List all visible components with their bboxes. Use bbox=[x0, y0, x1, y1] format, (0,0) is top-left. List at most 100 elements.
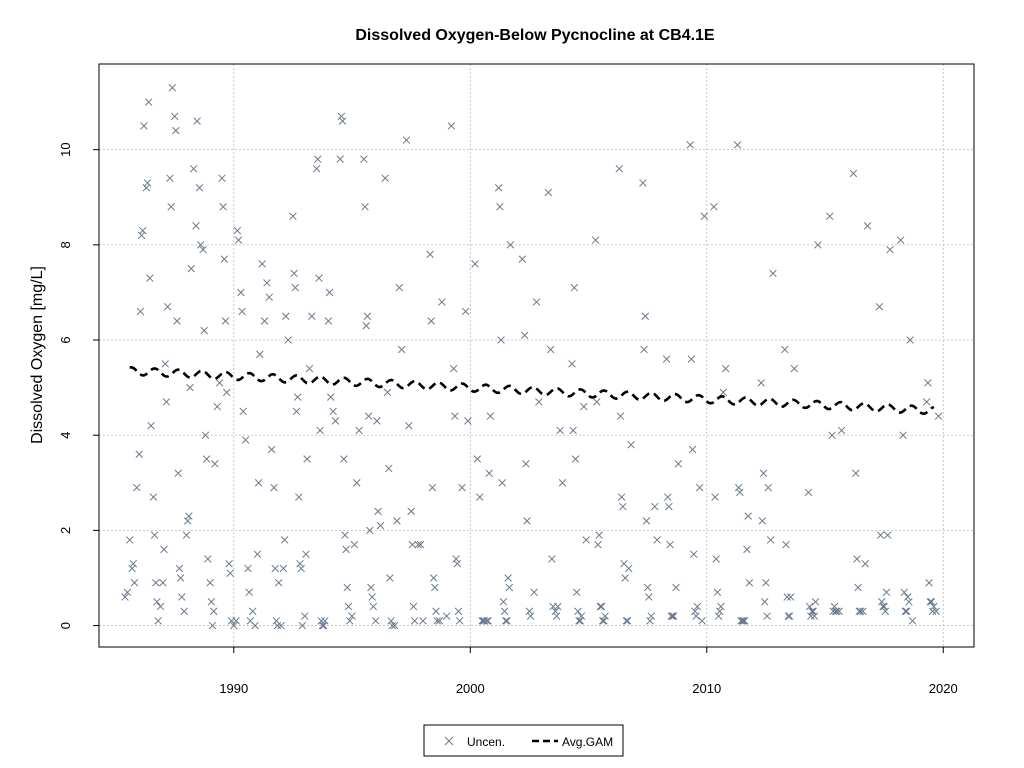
data-point bbox=[576, 617, 585, 625]
data-point bbox=[282, 312, 290, 320]
data-point bbox=[763, 612, 771, 620]
data-point bbox=[458, 483, 466, 492]
data-point bbox=[316, 426, 324, 435]
data-point bbox=[289, 212, 297, 221]
data-point bbox=[402, 136, 411, 144]
data-point bbox=[388, 621, 396, 630]
data-point bbox=[464, 417, 472, 425]
data-point bbox=[518, 255, 527, 263]
data-point bbox=[570, 283, 579, 292]
data-point bbox=[475, 493, 484, 501]
data-point bbox=[686, 141, 694, 149]
data-point bbox=[623, 617, 632, 625]
data-point bbox=[596, 602, 605, 611]
data-point bbox=[833, 607, 841, 616]
data-point bbox=[230, 621, 238, 630]
legend-label-avg-gam: Avg.GAM bbox=[562, 735, 613, 749]
data-point bbox=[138, 226, 147, 235]
data-point bbox=[530, 588, 538, 597]
uncensored-points bbox=[121, 84, 943, 630]
data-point bbox=[159, 578, 167, 587]
data-point bbox=[875, 302, 884, 311]
data-point bbox=[161, 360, 169, 368]
data-point bbox=[601, 612, 609, 620]
data-point bbox=[324, 317, 333, 325]
data-point bbox=[757, 379, 765, 387]
data-point bbox=[387, 617, 395, 625]
data-point bbox=[717, 602, 725, 611]
data-point bbox=[244, 564, 252, 573]
data-point bbox=[811, 598, 820, 606]
data-point bbox=[924, 379, 932, 387]
data-point bbox=[232, 617, 240, 625]
data-point bbox=[525, 607, 534, 616]
data-point bbox=[130, 578, 139, 587]
data-point bbox=[783, 593, 791, 601]
data-point bbox=[290, 269, 298, 278]
data-point bbox=[363, 312, 372, 320]
data-point bbox=[716, 607, 724, 616]
data-point bbox=[616, 412, 625, 420]
data-point bbox=[905, 598, 913, 606]
data-point bbox=[160, 545, 168, 554]
data-point bbox=[574, 607, 582, 616]
data-point bbox=[455, 617, 464, 625]
data-point bbox=[186, 383, 194, 392]
data-point bbox=[486, 412, 495, 420]
data-point bbox=[853, 555, 861, 563]
data-point bbox=[485, 469, 493, 478]
data-point bbox=[737, 617, 745, 625]
data-point bbox=[520, 331, 529, 340]
data-point bbox=[558, 479, 567, 487]
data-point bbox=[221, 317, 230, 325]
legend-marker-uncen bbox=[444, 736, 454, 746]
data-point bbox=[546, 345, 555, 354]
data-point bbox=[591, 236, 600, 244]
data-point bbox=[908, 617, 917, 625]
data-point bbox=[738, 617, 746, 625]
data-point bbox=[175, 564, 184, 573]
data-point bbox=[215, 379, 224, 387]
data-point bbox=[201, 431, 210, 439]
data-point bbox=[136, 307, 145, 316]
data-point bbox=[600, 617, 608, 625]
data-point bbox=[195, 183, 204, 192]
data-point bbox=[454, 607, 463, 616]
data-point bbox=[211, 460, 219, 468]
data-point bbox=[238, 307, 246, 316]
data-point bbox=[784, 612, 793, 620]
data-point bbox=[672, 583, 680, 592]
data-point bbox=[428, 483, 437, 492]
data-point bbox=[829, 607, 838, 616]
data-point bbox=[431, 583, 439, 592]
data-point bbox=[312, 164, 321, 173]
data-point bbox=[930, 602, 938, 611]
data-point bbox=[934, 412, 943, 420]
data-point bbox=[397, 345, 406, 354]
avg-gam-line bbox=[129, 365, 935, 416]
data-point bbox=[135, 450, 143, 459]
data-point bbox=[144, 98, 153, 106]
data-point bbox=[237, 288, 245, 297]
data-point bbox=[734, 483, 743, 492]
data-point bbox=[646, 617, 654, 625]
legend-box bbox=[423, 724, 624, 757]
data-point bbox=[209, 607, 218, 616]
data-point bbox=[597, 602, 606, 611]
data-point bbox=[855, 607, 864, 616]
data-point bbox=[206, 578, 214, 587]
y-axis-label: Dissolved Oxygen [mg/L] bbox=[29, 266, 46, 444]
data-point bbox=[861, 559, 869, 568]
data-point bbox=[295, 493, 303, 501]
data-point bbox=[852, 469, 860, 478]
data-point bbox=[650, 502, 659, 511]
data-point bbox=[688, 445, 697, 454]
data-point bbox=[575, 617, 583, 625]
data-point bbox=[786, 593, 795, 601]
data-point bbox=[743, 545, 751, 554]
data-point bbox=[362, 322, 370, 330]
data-point bbox=[199, 245, 207, 254]
data-point bbox=[760, 598, 769, 606]
data-point bbox=[928, 607, 937, 616]
data-point bbox=[619, 502, 627, 511]
